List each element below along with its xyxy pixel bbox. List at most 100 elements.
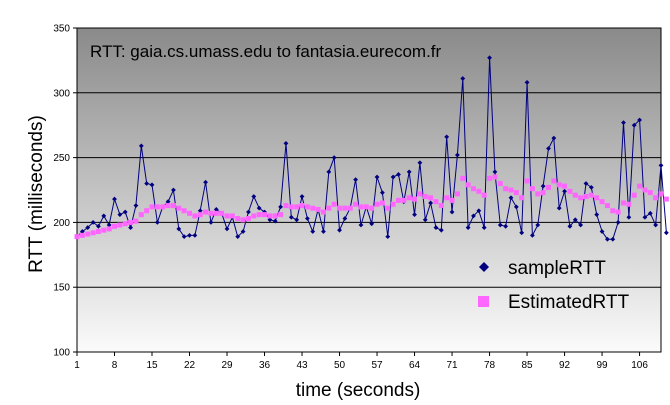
point-sampleRTT <box>101 213 107 219</box>
point-EstimatedRTT <box>347 205 353 211</box>
point-sampleRTT <box>181 234 187 240</box>
point-sampleRTT <box>385 234 391 240</box>
y-axis-ticks: 100 150 200 250 300 350 <box>53 24 77 359</box>
point-EstimatedRTT <box>363 204 369 210</box>
point-EstimatedRTT <box>508 187 514 193</box>
point-EstimatedRTT <box>599 199 605 205</box>
point-EstimatedRTT <box>562 183 568 189</box>
point-EstimatedRTT <box>417 191 423 197</box>
point-sampleRTT <box>154 220 160 225</box>
point-EstimatedRTT <box>251 213 257 219</box>
point-sampleRTT <box>519 230 525 236</box>
x-tick-label: 15 <box>146 360 158 371</box>
point-sampleRTT <box>374 174 380 180</box>
point-sampleRTT <box>588 185 594 190</box>
x-tick-label: 106 <box>631 360 648 371</box>
point-EstimatedRTT <box>235 216 241 222</box>
point-EstimatedRTT <box>406 195 412 201</box>
point-sampleRTT <box>551 135 557 141</box>
point-EstimatedRTT <box>594 195 600 201</box>
y-tick-label: 150 <box>53 283 70 294</box>
x-axis-ticks: 1 8 15 22 29 36 43 50 57 64 71 78 85 92 99 106 <box>74 352 648 371</box>
point-EstimatedRTT <box>288 204 294 210</box>
point-EstimatedRTT <box>583 193 589 199</box>
point-EstimatedRTT <box>192 213 198 219</box>
point-EstimatedRTT <box>422 193 428 199</box>
point-sampleRTT <box>187 232 192 238</box>
point-EstimatedRTT <box>294 204 300 210</box>
point-EstimatedRTT <box>353 201 359 207</box>
point-EstimatedRTT <box>181 208 187 214</box>
point-sampleRTT <box>637 117 642 123</box>
point-sampleRTT <box>149 182 155 188</box>
point-EstimatedRTT <box>551 178 557 184</box>
point-sampleRTT <box>610 236 616 242</box>
point-sampleRTT <box>138 143 144 149</box>
point-sampleRTT <box>605 236 610 242</box>
point-EstimatedRTT <box>481 192 487 198</box>
point-sampleRTT <box>594 212 600 218</box>
point-sampleRTT <box>122 209 128 215</box>
point-sampleRTT <box>562 188 567 194</box>
point-EstimatedRTT <box>487 175 493 181</box>
point-sampleRTT <box>422 217 428 223</box>
point-EstimatedRTT <box>101 227 107 233</box>
point-sampleRTT <box>631 122 637 128</box>
point-sampleRTT <box>513 204 519 210</box>
point-EstimatedRTT <box>578 195 584 201</box>
point-EstimatedRTT <box>337 205 343 211</box>
point-EstimatedRTT <box>567 188 573 194</box>
y-tick-label: 250 <box>53 153 70 164</box>
point-sampleRTT <box>353 177 359 183</box>
point-EstimatedRTT <box>385 205 391 211</box>
point-sampleRTT <box>647 210 653 216</box>
point-sampleRTT <box>503 223 509 229</box>
point-EstimatedRTT <box>379 200 385 206</box>
point-EstimatedRTT <box>256 212 262 218</box>
point-EstimatedRTT <box>267 213 273 219</box>
point-sampleRTT <box>653 222 659 228</box>
point-sampleRTT <box>278 204 283 210</box>
legend: sampleRTT EstimatedRTT <box>478 258 629 313</box>
point-sampleRTT <box>546 146 551 151</box>
point-EstimatedRTT <box>144 208 150 214</box>
x-tick-label: 1 <box>74 360 80 371</box>
point-EstimatedRTT <box>631 192 637 198</box>
point-sampleRTT <box>487 55 492 61</box>
point-EstimatedRTT <box>320 209 326 215</box>
point-sampleRTT <box>128 225 133 230</box>
point-EstimatedRTT <box>170 203 176 209</box>
point-sampleRTT <box>106 222 112 228</box>
x-tick-label: 43 <box>296 360 308 371</box>
series-points <box>74 55 669 242</box>
point-sampleRTT <box>438 227 444 233</box>
point-EstimatedRTT <box>358 204 364 210</box>
point-EstimatedRTT <box>626 201 632 207</box>
point-sampleRTT <box>267 217 273 223</box>
point-EstimatedRTT <box>90 230 96 236</box>
point-sampleRTT <box>133 203 139 208</box>
point-EstimatedRTT <box>245 216 251 222</box>
point-EstimatedRTT <box>203 209 209 215</box>
point-EstimatedRTT <box>224 213 230 219</box>
point-sampleRTT <box>626 214 632 220</box>
point-sampleRTT <box>460 76 466 81</box>
point-EstimatedRTT <box>572 192 578 198</box>
legend-marker-sampleRTT <box>479 262 489 272</box>
point-sampleRTT <box>251 194 257 199</box>
point-sampleRTT <box>476 208 482 214</box>
y-tick-label: 300 <box>53 88 70 99</box>
point-EstimatedRTT <box>529 186 535 192</box>
point-EstimatedRTT <box>476 188 482 194</box>
point-sampleRTT <box>449 209 455 215</box>
point-sampleRTT <box>304 216 310 221</box>
x-axis-title: time (seconds) <box>296 380 421 401</box>
point-EstimatedRTT <box>460 175 466 181</box>
x-tick-label: 36 <box>259 360 271 371</box>
point-sampleRTT <box>567 223 573 229</box>
point-sampleRTT <box>492 169 498 175</box>
point-sampleRTT <box>208 220 214 225</box>
legend-marker-EstimatedRTT <box>478 296 489 307</box>
point-EstimatedRTT <box>588 192 594 198</box>
point-EstimatedRTT <box>390 201 396 207</box>
